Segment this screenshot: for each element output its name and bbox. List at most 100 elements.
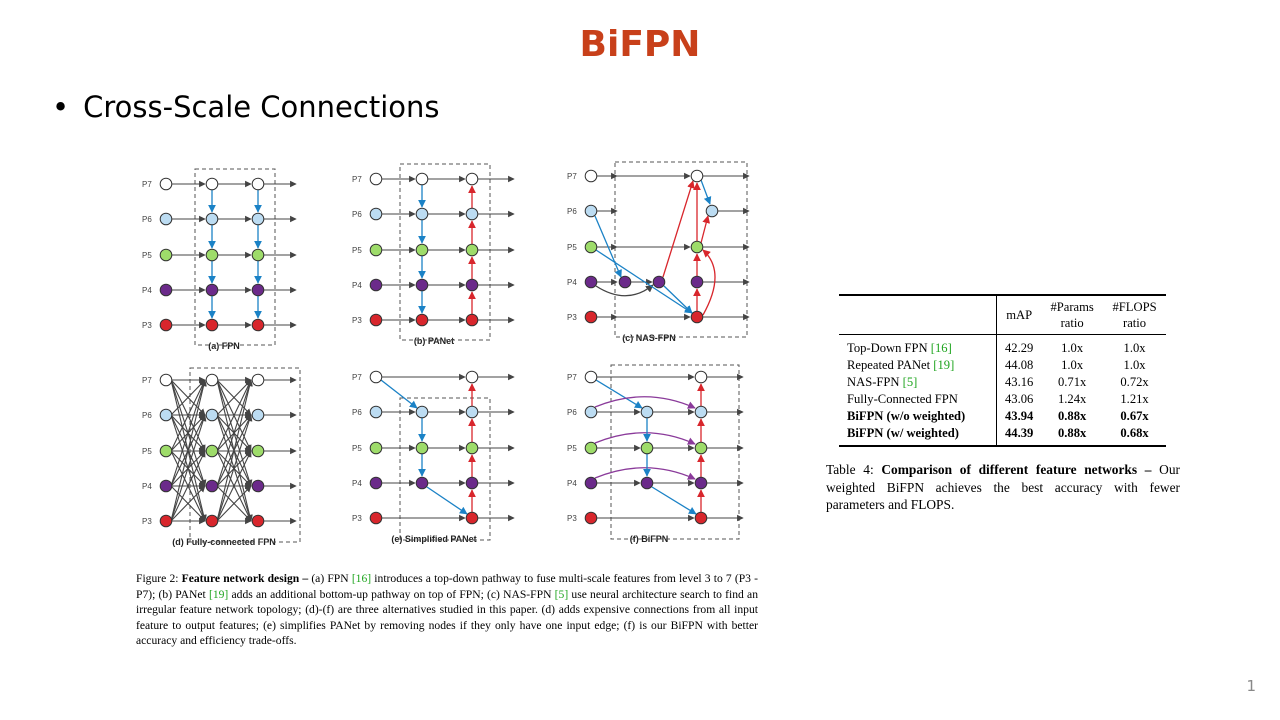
node-p6 [415,207,429,221]
node-p6 [465,207,479,221]
level-label: P3 [567,313,577,322]
level-label: P4 [352,281,362,290]
node-p6 [694,405,708,419]
node-p4 [251,283,265,297]
node-p4 [415,278,429,292]
level-label: P7 [142,180,152,189]
node-p5 [251,444,265,458]
node-p4 [652,275,666,289]
skip-connection [594,432,696,445]
node-p5 [640,441,654,455]
citation-link[interactable]: [19] [208,587,229,601]
node-p4 [465,278,479,292]
node-p7 [694,370,708,384]
citation-link[interactable]: [5] [902,375,918,389]
fc-connection [170,450,206,522]
table-header-row: mAP #Params ratio #FLOPS ratio [839,295,1166,335]
row-params: 0.88x [1057,426,1087,440]
fc-connection [216,485,252,522]
fc-connection [170,379,206,452]
table-row: Top-Down FPN [16] 42.29 1.0x 1.0x [839,334,1166,357]
citation-link[interactable]: [16] [351,572,372,585]
citation-link[interactable]: [16] [930,341,952,355]
node-p3 [415,313,429,327]
level-label: P5 [142,447,152,456]
level-label: P6 [567,207,577,216]
row-method: Fully-Connected FPN [839,391,998,408]
node-p3 [369,511,383,525]
level-label: P4 [142,286,152,295]
row-method-name: BiFPN (w/ weighted) [847,426,959,440]
table-caption-title: Comparison of different feature networks… [881,462,1152,477]
level-label: P5 [352,444,362,453]
node-p3 [694,511,708,525]
node-p7 [465,370,479,384]
row-method: Top-Down FPN [16] [839,334,998,357]
node-p7 [205,177,219,191]
node-p6 [584,204,598,218]
level-label: P7 [567,172,577,181]
table-row: NAS-FPN [5] 43.16 0.71x 0.72x [839,374,1166,391]
node-p7 [159,373,173,387]
node-p5 [415,441,429,455]
fc-connection [216,379,252,416]
header-params-line1: #Params [1050,300,1094,314]
row-method-name: Fully-Connected FPN [847,392,958,406]
table-body: Top-Down FPN [16] 42.29 1.0x 1.0x Repeated P… [839,334,1166,446]
table-row: Repeated PANet [19] 44.08 1.0x 1.0x [839,357,1166,374]
node-p7 [584,370,598,384]
level-label: P7 [142,376,152,385]
header-flops-line2: ratio [1123,316,1147,330]
bullet-point: • Cross-Scale Connections [52,90,440,124]
level-label: P7 [352,373,362,382]
fc-connection [170,379,207,522]
node-p3 [159,514,173,528]
row-method: BiFPN (w/ weighted) [839,425,998,446]
node-p7 [584,169,598,183]
panel-caption: (e) Simplified PANet [391,534,476,544]
node-p7 [369,172,383,186]
level-label: P6 [567,408,577,417]
node-p4 [690,275,704,289]
dashed-box [610,364,740,540]
row-flops: 1.21x [1120,392,1149,406]
row-params: 1.0x [1061,358,1084,372]
top-down-arrow [380,379,418,409]
row-params: 1.0x [1061,341,1084,355]
node-p7 [465,172,479,186]
row-map: 43.94 [1005,409,1034,423]
fc-connection [216,379,253,522]
node-p5 [205,444,219,458]
table-caption: Table 4: Comparison of different feature… [826,461,1180,514]
panel-panet: P7 P6 P5 P4 P3 (b) PANet [352,163,515,346]
table-row: BiFPN (w/ weighted) 44.39 0.88x 0.68x [839,425,1166,446]
table-caption-text: Our weighted BiFPN achieves the best acc… [826,462,1180,512]
node-p7 [159,177,173,191]
node-p5 [415,243,429,257]
dashed-box [614,161,748,338]
panel-simple: P7 P6 P5 P4 P3 (e) Simplified PANet [352,370,515,544]
level-label: P4 [567,479,577,488]
fc-connection [170,379,206,416]
citation-link[interactable]: [19] [933,358,955,372]
table-row: BiFPN (w/o weighted) 43.94 0.88x 0.67x [839,408,1166,425]
node-p5 [159,248,173,262]
row-flops: 0.72x [1120,375,1149,389]
citation-link[interactable]: [5] [554,587,569,601]
node-p4 [694,476,708,490]
node-p7 [205,373,219,387]
level-label: P4 [352,479,362,488]
header-map: mAP [1006,308,1033,322]
dashed-box [399,397,491,541]
fc-connection [216,414,253,522]
node-p5 [369,441,383,455]
row-method-name: Repeated PANet [847,358,934,372]
fc-connection [216,379,253,487]
row-method-name: BiFPN (w/o weighted) [847,409,966,423]
panel-caption: (c) NAS-FPN [622,333,676,343]
node-p6 [465,405,479,419]
slide-title: BiFPN [579,24,701,65]
level-label: P4 [567,278,577,287]
node-p7 [251,373,265,387]
